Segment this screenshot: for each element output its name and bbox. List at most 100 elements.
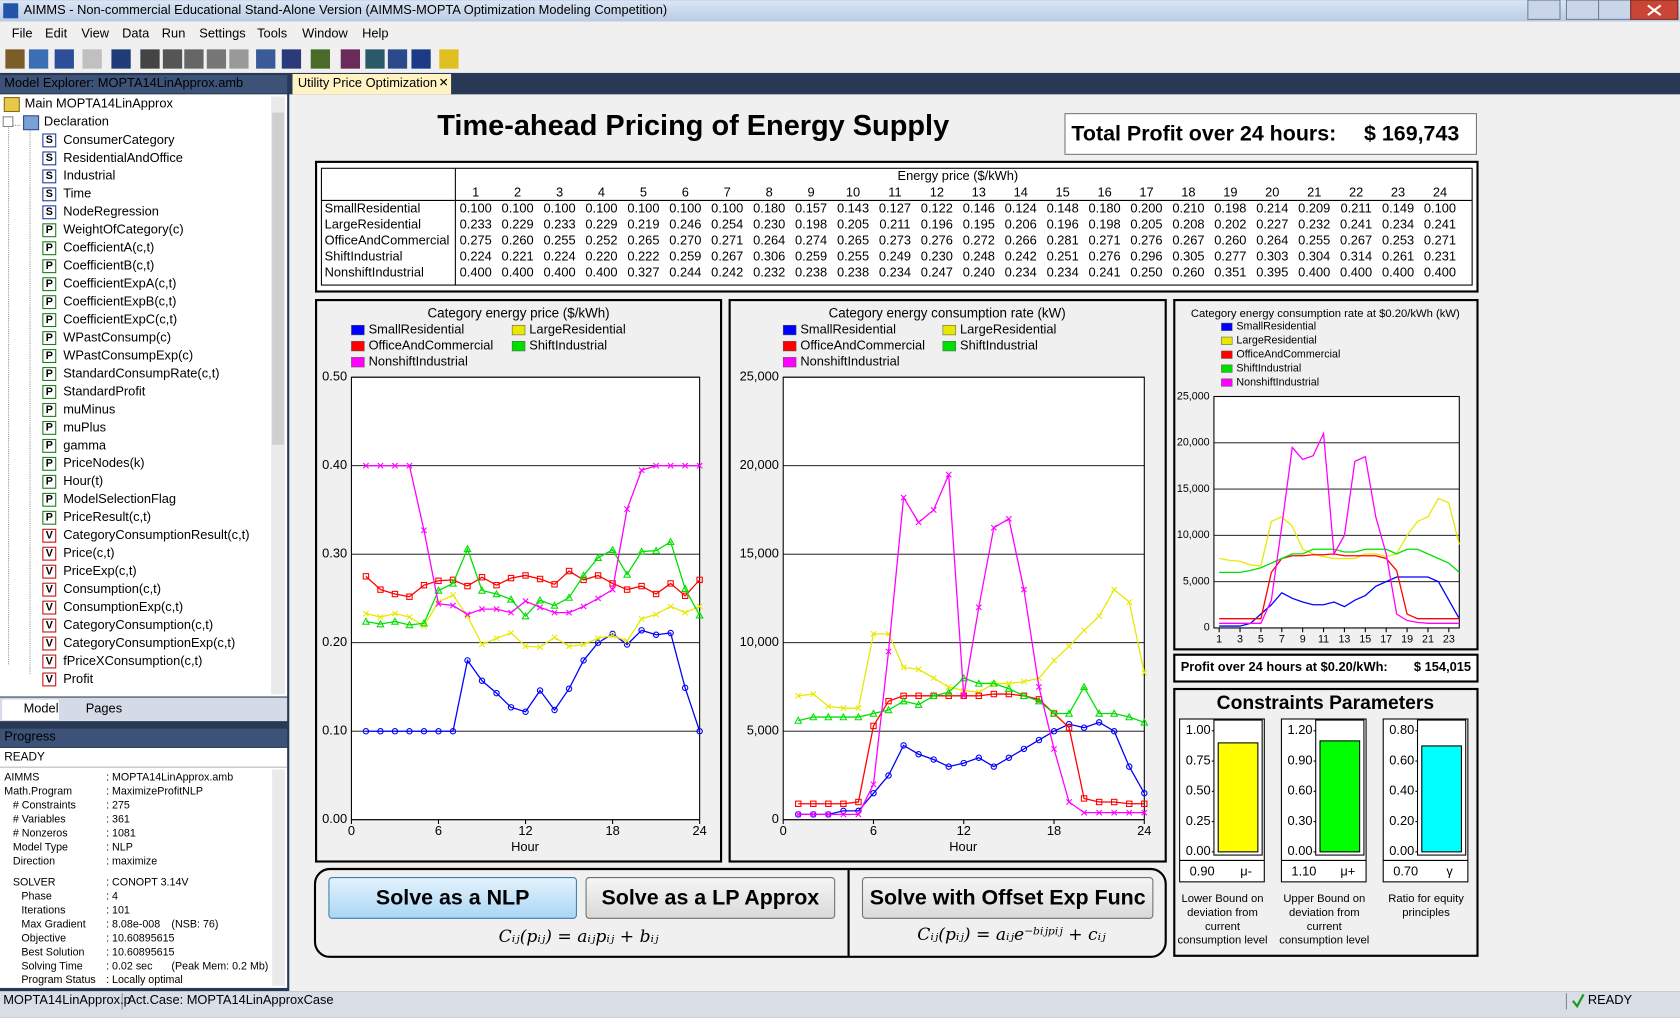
tool-icon[interactable] — [5, 49, 25, 69]
menu-item[interactable]: Edit — [45, 26, 68, 41]
tree-item[interactable]: CoefficientB(c,t) — [63, 258, 154, 273]
tree-item[interactable]: PriceNodes(k) — [63, 455, 144, 470]
menu-item[interactable]: Run — [162, 26, 186, 41]
tree-item[interactable]: CoefficientExpB(c,t) — [63, 294, 176, 309]
legend-swatch — [1221, 322, 1233, 331]
point-marker — [405, 620, 414, 629]
tool-icon[interactable] — [111, 49, 131, 69]
scrollbar[interactable] — [272, 769, 285, 986]
scrollbar-thumb[interactable] — [272, 112, 284, 445]
tree-item[interactable]: CategoryConsumptionExp(c,t) — [63, 635, 235, 650]
tree-item[interactable]: muMinus — [63, 401, 115, 416]
panel-tab[interactable]: Pages — [86, 701, 122, 716]
tree-item[interactable]: Consumption(c,t) — [63, 581, 161, 596]
tree-item[interactable]: PriceExp(c,t) — [63, 563, 137, 578]
tab-close[interactable]: ✕ — [439, 77, 449, 90]
menu-item[interactable]: Window — [302, 26, 348, 41]
table-cell: 0.100 — [502, 200, 534, 215]
y-tick-label: 0.40 — [322, 457, 347, 472]
tool-icon[interactable] — [206, 49, 227, 69]
chart-title: Category energy consumption rate at $0.2… — [1191, 308, 1460, 320]
tree-item[interactable]: fPriceXConsumption(c,t) — [63, 653, 202, 668]
menu-item[interactable]: View — [81, 26, 109, 41]
tool-icon[interactable] — [310, 49, 330, 69]
tool-icon[interactable] — [256, 49, 276, 69]
menu-item[interactable]: Help — [362, 26, 388, 41]
tree-item[interactable]: CategoryConsumptionResult(c,t) — [63, 527, 249, 542]
solve-button[interactable] — [585, 877, 836, 919]
minimize-button[interactable] — [1565, 0, 1600, 20]
tree-item[interactable]: WPastConsump(c) — [63, 329, 171, 344]
point-marker — [1019, 691, 1029, 700]
tool-icon[interactable] — [439, 49, 459, 69]
tree-item[interactable]: CoefficientExpA(c,t) — [63, 276, 176, 291]
tree-item[interactable]: PriceResult(c,t) — [63, 509, 151, 524]
tool-icon[interactable] — [229, 49, 249, 69]
tree-toggle[interactable] — [2, 116, 14, 128]
progress-value: : 361 — [106, 814, 130, 826]
tool-icon[interactable] — [340, 49, 360, 69]
tree-item[interactable]: ResidentialAndOffice — [63, 150, 183, 165]
solve-button[interactable] — [861, 877, 1154, 919]
tree-item[interactable]: NodeRegression — [63, 204, 159, 219]
tree-item[interactable]: ModelSelectionFlag — [63, 491, 176, 506]
tree-item[interactable]: ConsumptionExp(c,t) — [63, 599, 183, 614]
tree-icon — [42, 474, 57, 489]
tree-node[interactable]: Declaration — [44, 114, 109, 129]
point-marker — [623, 586, 631, 593]
menu-item[interactable]: Tools — [257, 26, 287, 41]
document-tab-label[interactable]: Utility Price Optimization — [298, 75, 437, 90]
tree-item[interactable]: WeightOfCategory(c) — [63, 222, 183, 237]
tree-item[interactable]: Profit — [63, 671, 93, 686]
menu-item[interactable]: File — [12, 26, 33, 41]
restore-button[interactable] — [1527, 0, 1561, 20]
tree-item[interactable]: gamma — [63, 437, 107, 452]
tree-item[interactable]: Hour(t) — [63, 473, 103, 488]
tree-root[interactable]: Main MOPTA14LinApprox — [25, 95, 174, 110]
tool-icon[interactable] — [365, 49, 385, 69]
point-marker — [929, 691, 938, 700]
tool-icon[interactable] — [387, 49, 408, 69]
series-line — [1219, 576, 1460, 627]
tree-item[interactable]: Industrial — [63, 168, 115, 183]
tree-item[interactable]: WPastConsumpExp(c) — [63, 347, 193, 362]
tree-item[interactable]: Price(c,t) — [63, 545, 114, 560]
active-tab[interactable] — [2, 699, 59, 721]
tree-item[interactable]: muPlus — [63, 419, 106, 434]
tool-icon[interactable] — [82, 49, 102, 69]
tree-item[interactable]: CoefficientExpC(c,t) — [63, 311, 177, 326]
tree-icon-letter: S — [46, 152, 53, 164]
x-tick-label: 6 — [870, 823, 877, 838]
tool-icon[interactable] — [140, 49, 160, 69]
x-tick-label: 0 — [780, 823, 787, 838]
solve-button-label[interactable]: Solve as a NLP — [376, 886, 529, 910]
tool-icon[interactable] — [184, 49, 204, 69]
menu-item[interactable]: Settings — [199, 26, 245, 41]
panel-tab[interactable]: Model — [24, 701, 59, 716]
point-marker — [624, 506, 631, 513]
solve-button[interactable] — [328, 877, 577, 919]
tool-icon[interactable] — [28, 49, 49, 69]
tool-icon[interactable] — [281, 49, 302, 69]
maximize-button[interactable] — [1598, 0, 1632, 20]
tree-item[interactable]: CategoryConsumption(c,t) — [63, 617, 213, 632]
tool-icon[interactable] — [162, 49, 183, 69]
legend-label: NonshiftIndustrial — [369, 354, 468, 369]
tool-icon[interactable] — [411, 49, 431, 69]
solve-button-label[interactable]: Solve as a LP Approx — [601, 886, 819, 910]
menu-item[interactable]: Data — [122, 26, 150, 41]
tree-item[interactable]: Time — [63, 186, 91, 201]
legend-swatch — [1221, 350, 1233, 359]
y-tick-label: 5,000 — [1183, 575, 1210, 587]
tool-icon[interactable] — [54, 49, 74, 69]
panel-title: Model Explorer: MOPTA14LinApprox.amb — [4, 75, 243, 90]
solve-button-label[interactable]: Solve with Offset Exp Func — [870, 886, 1146, 910]
tree-item[interactable]: ConsumerCategory — [63, 132, 175, 147]
tree-item[interactable]: StandardProfit — [63, 383, 146, 398]
document-tab[interactable] — [292, 74, 452, 95]
tree-item[interactable]: StandardConsumpRate(c,t) — [63, 365, 219, 380]
point-marker — [975, 604, 982, 611]
table-cell: 0.220 — [585, 249, 617, 264]
series-line — [1219, 553, 1460, 620]
tree-item[interactable]: CoefficientA(c,t) — [63, 240, 154, 255]
